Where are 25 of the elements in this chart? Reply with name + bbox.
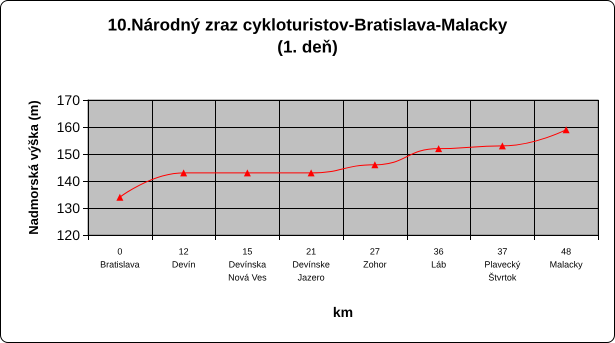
x-tick-label: 0 Bratislava [100,246,140,270]
point [116,194,124,201]
y-tick-label: 130 [56,200,80,216]
x-tick-label: 48 Malacky [550,246,584,270]
y-tick-label: 140 [56,173,80,189]
y-tick-label: 150 [56,146,80,162]
y-tick-label: 120 [56,227,80,243]
y-tick-label: 170 [56,92,80,108]
point [435,145,442,152]
point [308,169,315,176]
x-tick-label: 27 Zohor [363,246,387,270]
point [371,161,378,168]
x-axis-title: km [332,304,354,320]
point [498,142,506,150]
x-tick-label: 15 Devínska Nová Ves [228,246,268,282]
x-tick-label: 21 Devínske Jazero [292,246,330,282]
y-axis-title: Nadmorská výška (m) [26,100,41,235]
point [562,126,570,134]
chart-title: 10.Národný zraz cykloturistov-Bratislava-Malacky (1. deň) [108,16,508,56]
x-tick-label: 36 Láb [431,246,446,270]
x-tick-label: 12 Devín [172,246,196,270]
y-tick-label: 160 [56,119,80,135]
point [180,169,188,176]
point [244,169,251,176]
x-tick-label: 37 Plavecký Štvrtok [484,246,521,282]
